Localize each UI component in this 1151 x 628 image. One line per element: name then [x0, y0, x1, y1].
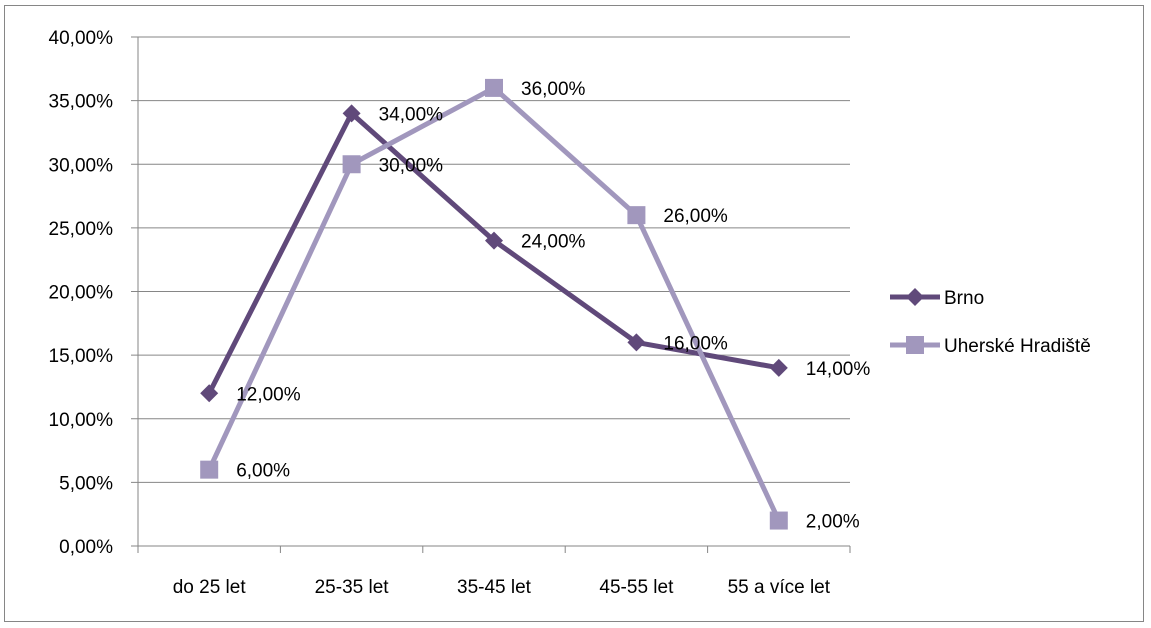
data-label: 30,00%: [379, 155, 444, 176]
data-point: [769, 358, 788, 377]
data-label: 6,00%: [236, 461, 290, 482]
series-line-2: [206, 85, 782, 524]
legend-marker: [906, 336, 924, 354]
x-tick-label: do 25 let: [173, 577, 247, 598]
y-tick-label: 25,00%: [49, 219, 114, 240]
data-label: 24,00%: [521, 232, 586, 253]
data-point: [485, 78, 503, 97]
y-tick-label: 20,00%: [49, 283, 114, 304]
data-point: [342, 155, 361, 174]
gridlines: [138, 36, 850, 483]
chart-area: [4, 5, 1144, 622]
x-tick-label: 25-35 let: [315, 577, 390, 598]
y-tick-label: 0,00%: [59, 537, 113, 558]
data-point: [769, 511, 788, 530]
x-tick-label: 55 a více let: [728, 577, 831, 598]
data-point: [342, 104, 361, 123]
y-tick-label: 15,00%: [49, 346, 114, 367]
legend: Brno Uherské Hradiště: [890, 288, 1091, 357]
data-label: 14,00%: [806, 359, 871, 380]
y-tick-label: 30,00%: [49, 155, 114, 176]
legend-marker: [906, 288, 924, 306]
x-tick-label: 35-45 let: [457, 577, 532, 598]
data-point: [200, 460, 219, 479]
x-tick-label: 45-55 let: [599, 577, 674, 598]
data-labels: 12,00% 34,00% 24,00% 16,00% 14,00% 6,00% 30,00…: [236, 79, 870, 533]
data-label: 26,00%: [663, 206, 728, 227]
legend-label: Uherské Hradiště: [944, 336, 1091, 357]
data-label: 2,00%: [806, 512, 860, 533]
y-tick-label: 40,00%: [49, 28, 114, 49]
data-point: [627, 333, 646, 352]
data-label: 34,00%: [379, 104, 444, 125]
legend-label: Brno: [944, 288, 984, 309]
data-label: 36,00%: [521, 79, 586, 100]
data-label: 16,00%: [663, 333, 728, 354]
data-point: [485, 231, 503, 250]
y-tick-label: 10,00%: [49, 410, 114, 431]
data-label: 12,00%: [236, 384, 301, 405]
axes: 0,00% 5,00% 10,00% 15,00% 20,00% 25,00% 30,00%…: [49, 28, 851, 598]
y-tick-label: 35,00%: [49, 92, 114, 113]
data-point: [627, 206, 646, 225]
series: [200, 78, 788, 530]
y-tick-label: 5,00%: [59, 473, 113, 494]
data-point: [200, 384, 219, 403]
